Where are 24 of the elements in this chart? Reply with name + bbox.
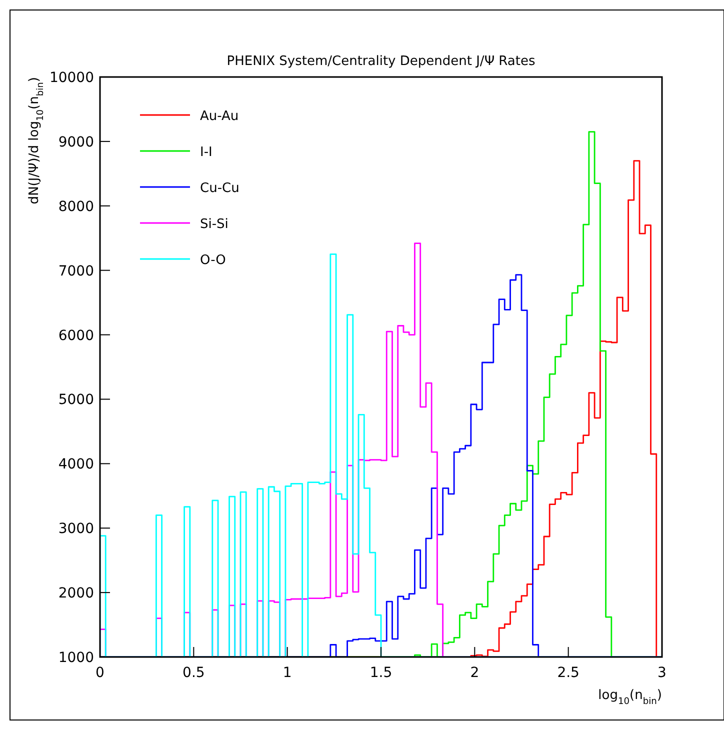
y-tick-label: 9000 bbox=[58, 134, 94, 150]
y-tick-label: 6000 bbox=[58, 328, 94, 344]
x-tick-label: 2.5 bbox=[557, 665, 580, 681]
x-tick-label: 0 bbox=[96, 665, 104, 681]
chart-title: PHENIX System/Centrality Dependent J/Ψ Rates bbox=[226, 54, 536, 69]
x-tick-label: 1.5 bbox=[370, 665, 392, 681]
y-tick-label: 7000 bbox=[58, 263, 94, 280]
x-tick-label: 3 bbox=[658, 665, 666, 681]
legend-label: I-I bbox=[200, 145, 212, 160]
y-tick-label: 1000 bbox=[58, 650, 94, 666]
y-tick-label: 3000 bbox=[58, 521, 94, 538]
legend-label: Au-Au bbox=[200, 109, 239, 124]
y-tick-label: 8000 bbox=[58, 198, 94, 215]
y-tick-label: 2000 bbox=[58, 586, 94, 602]
legend-label: O-O bbox=[200, 253, 226, 268]
x-axis-title: log$_{10}$(n$_{bin}$) bbox=[598, 688, 662, 707]
x-tick-label: 2 bbox=[470, 665, 480, 681]
x-tick-label: 1 bbox=[282, 665, 292, 681]
legend-label: Si-Si bbox=[200, 217, 228, 232]
x-tick-label: 0.5 bbox=[182, 665, 205, 681]
legend-label: Cu-Cu bbox=[200, 181, 240, 196]
y-tick-label: 10000 bbox=[49, 70, 94, 86]
y-tick-label: 5000 bbox=[58, 392, 94, 408]
y-tick-label: 4000 bbox=[58, 456, 94, 473]
